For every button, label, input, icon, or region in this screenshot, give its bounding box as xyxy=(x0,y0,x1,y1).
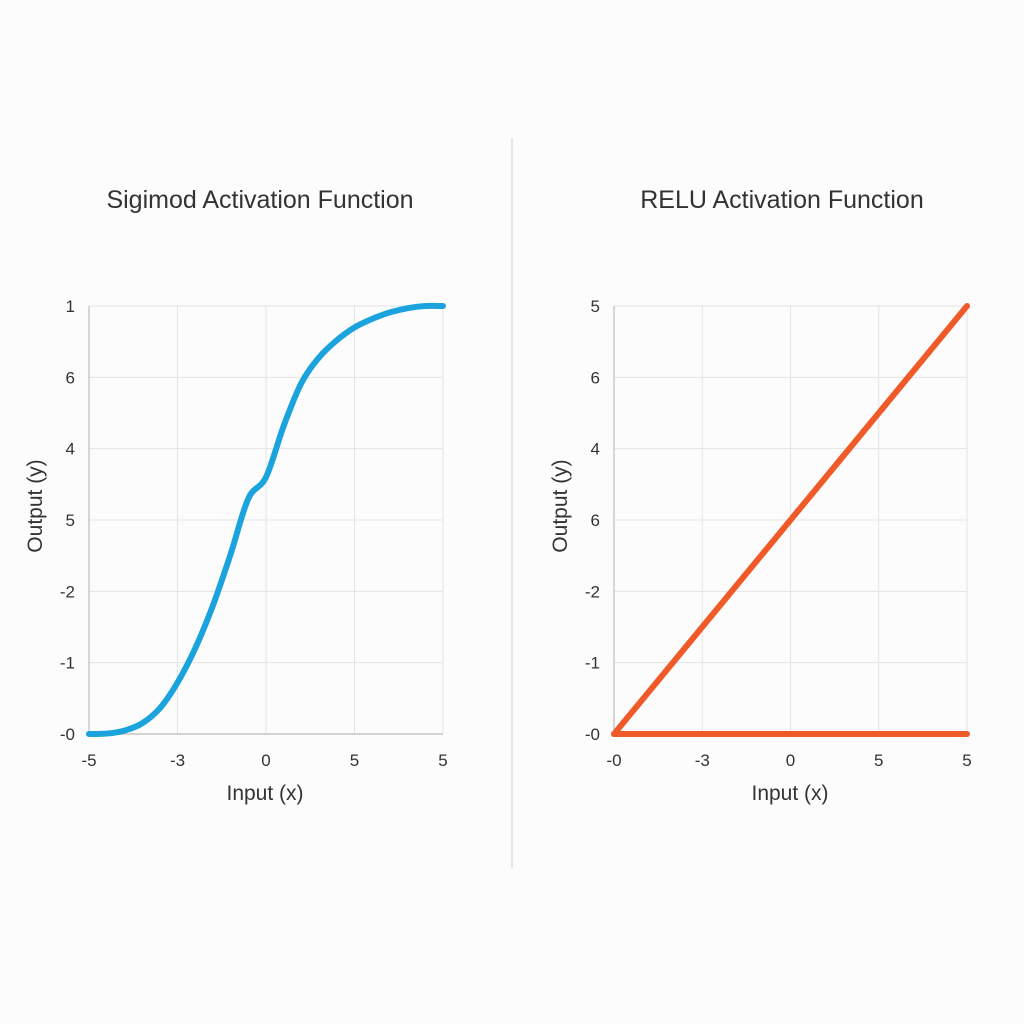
relu-x-tick-label: 0 xyxy=(786,751,795,770)
relu-series xyxy=(611,303,970,737)
relu-x-tick-label: 5 xyxy=(962,751,971,770)
relu-chart: RELU Activation Function -0 -1 -2 6 4 6 5 -0 -3… xyxy=(549,186,972,805)
sigmoid-chart-title: Sigimod Activation Function xyxy=(106,186,413,214)
relu-y-tick-label: -1 xyxy=(585,654,600,673)
relu-line-relu-diagonal xyxy=(611,303,970,737)
relu-x-axis-label: Input (x) xyxy=(751,782,828,805)
sigmoid-y-tick-labels: -0 -1 -2 5 4 6 1 xyxy=(60,297,75,744)
sigmoid-x-axis-label: Input (x) xyxy=(226,782,303,805)
sigmoid-y-tick-label: 6 xyxy=(66,368,75,387)
sigmoid-grid xyxy=(89,305,444,734)
relu-x-tick-label: -3 xyxy=(695,751,710,770)
sigmoid-y-tick-label: 1 xyxy=(66,297,75,316)
relu-y-tick-label: 6 xyxy=(591,368,600,387)
relu-x-tick-label: 5 xyxy=(874,751,883,770)
relu-y-tick-label: 5 xyxy=(591,297,600,316)
sigmoid-y-tick-label: 5 xyxy=(66,511,75,530)
sigmoid-x-tick-label: -3 xyxy=(170,751,185,770)
sigmoid-y-tick-label: -2 xyxy=(60,582,75,601)
relu-x-tick-label: -0 xyxy=(606,751,621,770)
relu-chart-title: RELU Activation Function xyxy=(640,186,923,214)
sigmoid-x-tick-label: 5 xyxy=(438,751,447,770)
sigmoid-x-tick-label: 5 xyxy=(350,751,359,770)
relu-y-tick-label: 6 xyxy=(591,511,600,530)
sigmoid-axes xyxy=(88,306,443,735)
sigmoid-y-tick-label: -0 xyxy=(60,725,75,744)
sigmoid-x-tick-label: 0 xyxy=(261,751,270,770)
sigmoid-line-sigmoid xyxy=(86,302,446,737)
relu-y-tick-label: -0 xyxy=(585,725,600,744)
relu-x-tick-labels: -0 -3 0 5 5 xyxy=(606,751,971,770)
relu-y-tick-label: 4 xyxy=(591,440,600,459)
relu-y-axis-label: Output (y) xyxy=(549,459,572,552)
sigmoid-y-axis-label: Output (y) xyxy=(24,459,47,552)
relu-y-tick-label: -2 xyxy=(585,582,600,601)
sigmoid-y-tick-label: -1 xyxy=(60,654,75,673)
sigmoid-x-tick-label: -5 xyxy=(81,751,96,770)
sigmoid-chart: Sigimod Activation Function -0 -1 -2 5 4 6 1 -… xyxy=(24,186,448,805)
sigmoid-x-tick-labels: -5 -3 0 5 5 xyxy=(81,751,447,770)
sigmoid-y-tick-label: 4 xyxy=(66,440,75,459)
relu-y-tick-labels: -0 -1 -2 6 4 6 5 xyxy=(585,297,600,744)
sigmoid-series xyxy=(86,302,446,737)
